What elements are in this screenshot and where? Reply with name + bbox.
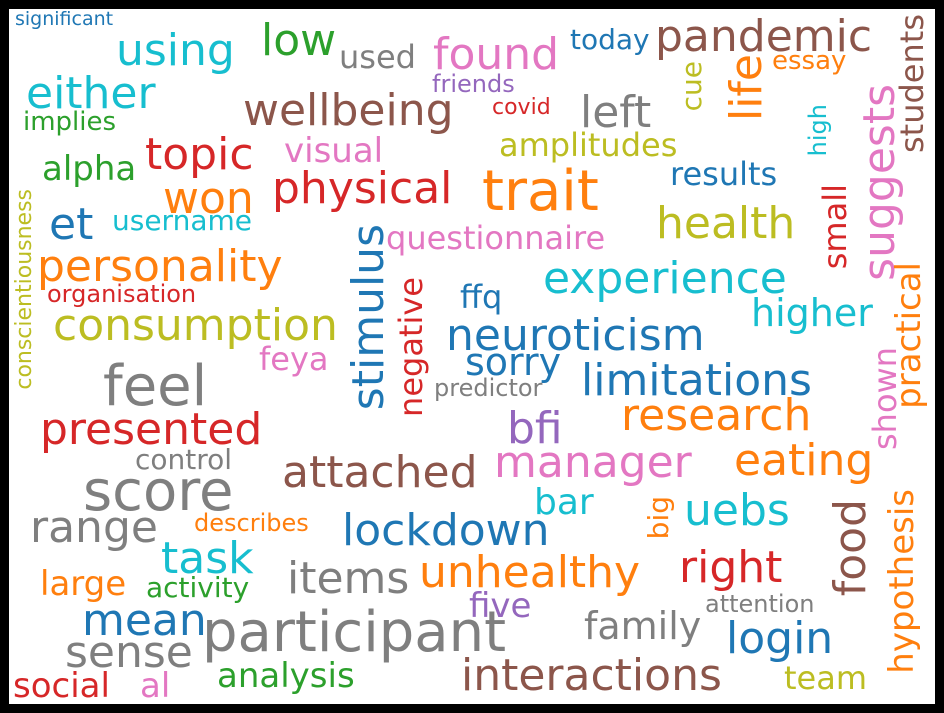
word-found: found: [433, 29, 560, 80]
word-range: range: [30, 502, 158, 553]
word-score: score: [83, 459, 234, 524]
word-research: research: [621, 390, 812, 441]
word-participant: participant: [202, 600, 507, 665]
word-uebs: uebs: [684, 485, 790, 536]
word-low: low: [261, 15, 337, 66]
word-amplitudes: amplitudes: [499, 126, 678, 164]
word-used: used: [339, 38, 416, 76]
word-hypothesis: hypothesis: [882, 489, 922, 674]
word-results: results: [670, 155, 778, 193]
word-items: items: [287, 553, 410, 604]
word-unhealthy: unhealthy: [419, 547, 641, 598]
word-stimulus: stimulus: [343, 224, 394, 411]
word-wellbeing: wellbeing: [243, 85, 454, 136]
word-personality: personality: [37, 241, 283, 292]
word-consumption: consumption: [53, 300, 338, 351]
word-mean: mean: [82, 595, 207, 646]
word-conscientiousness: conscientiousness: [12, 189, 37, 390]
word-username: username: [112, 204, 252, 237]
word-eating: eating: [734, 435, 874, 486]
word-covid: covid: [492, 95, 551, 120]
word-login: login: [726, 613, 834, 664]
word-physical: physical: [272, 163, 453, 214]
word-life: life: [721, 54, 772, 122]
word-activity: activity: [146, 571, 250, 604]
word-interactions: interactions: [461, 650, 722, 701]
word-lockdown: lockdown: [342, 505, 550, 556]
word-social: social: [13, 666, 110, 704]
word-organisation: organisation: [47, 280, 197, 308]
word-students: students: [893, 14, 931, 153]
word-bar: bar: [534, 482, 594, 523]
word-presented: presented: [40, 404, 263, 455]
word-pandemic: pandemic: [655, 11, 873, 62]
word-attention: attention: [705, 590, 815, 618]
word-big: big: [642, 496, 675, 540]
word-predictor: predictor: [434, 374, 543, 402]
word-al: al: [140, 666, 171, 704]
word-questionnaire: questionnaire: [386, 219, 606, 257]
word-team: team: [784, 659, 868, 697]
word-describes: describes: [194, 509, 309, 537]
word-control: control: [135, 443, 233, 476]
word-high: high: [804, 104, 832, 157]
word-feel: feel: [103, 354, 208, 419]
word-friends: friends: [432, 70, 515, 98]
word-alpha: alpha: [42, 149, 137, 189]
word-won: won: [163, 173, 254, 224]
word-significant: significant: [15, 9, 114, 30]
word-cloud: significant using low used found today pandemi…: [9, 9, 935, 704]
word-ffq: ffq: [460, 278, 503, 316]
word-limitations: limitations: [581, 355, 812, 406]
word-manager: manager: [494, 437, 692, 488]
word-right: right: [679, 542, 783, 593]
word-health: health: [656, 198, 796, 249]
word-feya: feya: [259, 340, 329, 378]
word-trait: trait: [482, 159, 599, 224]
word-neuroticism: neuroticism: [446, 310, 705, 361]
word-small: small: [816, 184, 854, 270]
word-negative: negative: [392, 277, 430, 417]
word-experience: experience: [543, 253, 787, 304]
word-cue: cue: [675, 61, 708, 112]
word-analysis: analysis: [217, 656, 355, 696]
word-et: et: [49, 199, 94, 250]
word-either: either: [26, 68, 156, 119]
word-using: using: [116, 25, 235, 76]
word-food: food: [825, 499, 876, 597]
word-attached: attached: [282, 447, 478, 498]
word-sense: sense: [65, 627, 193, 678]
word-five: five: [469, 586, 532, 626]
word-task: task: [161, 533, 254, 584]
word-family: family: [584, 604, 702, 648]
word-visual: visual: [284, 131, 384, 171]
word-implies: implies: [23, 107, 117, 137]
word-sorry: sorry: [465, 340, 562, 384]
word-shown: shown: [866, 347, 904, 450]
word-higher: higher: [751, 291, 873, 335]
word-topic: topic: [145, 129, 254, 180]
word-left: left: [580, 87, 652, 138]
word-today: today: [570, 23, 650, 56]
word-essay: essay: [772, 46, 847, 76]
word-bfi: bfi: [507, 403, 563, 454]
word-large: large: [40, 564, 127, 604]
